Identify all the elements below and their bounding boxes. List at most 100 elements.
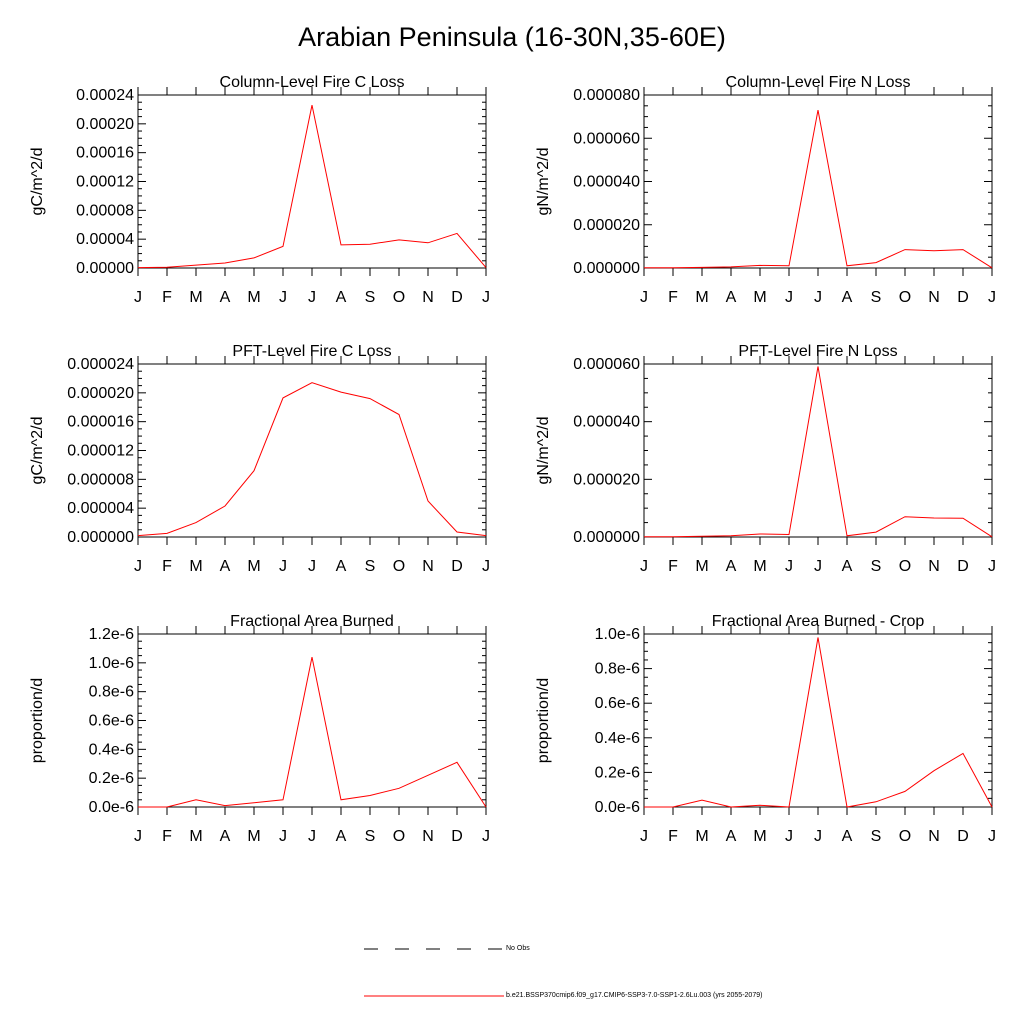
x-tick-label: J <box>482 558 490 575</box>
x-tick-label: N <box>928 558 940 575</box>
y-axis-label: gN/m^2/d <box>535 148 552 216</box>
x-tick-label: J <box>134 289 142 306</box>
y-axis-label: gC/m^2/d <box>29 148 46 216</box>
x-tick-label: S <box>365 289 376 306</box>
x-tick-label: O <box>899 289 911 306</box>
x-tick-label: F <box>162 289 172 306</box>
plot-frame <box>137 94 487 269</box>
y-axis-label: gN/m^2/d <box>535 417 552 485</box>
y-tick-label: 0.00020 <box>76 116 134 133</box>
series-line-1 <box>644 366 993 538</box>
x-tick-label: M <box>189 289 202 306</box>
chart-title: PFT-Level Fire C Loss <box>232 343 391 360</box>
y-tick-label: 0.000008 <box>67 471 134 488</box>
y-axis-label: proportion/d <box>29 678 46 763</box>
x-tick-label: M <box>695 289 708 306</box>
y-tick-label: 0.2e-6 <box>595 764 640 781</box>
y-tick-label: 0.000060 <box>573 356 640 373</box>
x-tick-label: J <box>988 289 996 306</box>
y-tick-label: 0.4e-6 <box>89 741 134 758</box>
x-tick-label: J <box>308 828 316 845</box>
x-tick-label: A <box>220 828 231 845</box>
y-tick-label: 0.00000 <box>76 260 134 277</box>
x-tick-label: A <box>726 289 737 306</box>
y-tick-label: 0.000004 <box>67 500 134 517</box>
x-tick-label: M <box>189 828 202 845</box>
y-tick-label: 0.000012 <box>67 443 134 460</box>
x-tick-label: J <box>279 828 287 845</box>
x-tick-label: F <box>162 828 172 845</box>
x-tick-label: F <box>668 558 678 575</box>
series-line-1 <box>137 382 487 537</box>
x-tick-label: M <box>189 558 202 575</box>
y-tick-label: 0.00016 <box>76 145 134 162</box>
x-tick-label: J <box>988 558 996 575</box>
x-tick-label: S <box>871 558 882 575</box>
x-tick-label: O <box>899 828 911 845</box>
x-tick-label: O <box>899 558 911 575</box>
x-tick-label: M <box>695 558 708 575</box>
y-tick-label: 0.000020 <box>573 471 640 488</box>
x-tick-label: M <box>247 289 260 306</box>
x-tick-label: J <box>279 558 287 575</box>
y-tick-label: 0.0e-6 <box>595 799 640 816</box>
x-tick-label: J <box>785 558 793 575</box>
x-tick-label: M <box>247 828 260 845</box>
x-tick-label: S <box>365 828 376 845</box>
y-tick-label: 0.6e-6 <box>595 695 640 712</box>
y-tick-label: 0.00008 <box>76 202 134 219</box>
x-tick-label: J <box>785 828 793 845</box>
x-tick-label: F <box>668 828 678 845</box>
x-tick-label: D <box>957 289 969 306</box>
y-tick-label: 0.00024 <box>76 87 134 104</box>
chart-title: PFT-Level Fire N Loss <box>738 343 897 360</box>
chart-title: Column-Level Fire N Loss <box>726 74 911 91</box>
x-tick-label: J <box>640 558 648 575</box>
y-tick-label: 0.00004 <box>76 231 134 248</box>
x-tick-label: A <box>336 828 347 845</box>
y-tick-label: 0.0e-6 <box>89 799 134 816</box>
x-tick-label: M <box>247 558 260 575</box>
x-tick-label: D <box>451 289 463 306</box>
x-tick-label: F <box>162 558 172 575</box>
chart-panel-4: PFT-Level Fire N Loss gN/m^2/d 0.000000 0.0… <box>535 343 996 575</box>
x-tick-label: D <box>451 558 463 575</box>
y-tick-label: 0.8e-6 <box>89 684 134 701</box>
x-tick-label: J <box>279 289 287 306</box>
y-tick-label: 0.4e-6 <box>595 730 640 747</box>
series-line-1 <box>138 657 487 808</box>
x-tick-label: N <box>422 289 434 306</box>
series-line-1 <box>644 637 993 808</box>
series-line-1 <box>137 104 487 269</box>
y-tick-label: 0.000024 <box>67 356 134 373</box>
legend-obs-label: No Obs <box>506 945 530 952</box>
x-tick-label: N <box>422 558 434 575</box>
x-tick-label: N <box>928 289 940 306</box>
y-tick-label: 0.000020 <box>67 385 134 402</box>
y-axis-label: proportion/d <box>535 678 552 763</box>
y-tick-label: 0.000000 <box>67 529 134 546</box>
x-tick-label: J <box>482 828 490 845</box>
x-tick-label: M <box>753 828 766 845</box>
y-tick-label: 0.000040 <box>573 174 640 191</box>
x-tick-label: A <box>842 289 853 306</box>
x-tick-label: A <box>726 558 737 575</box>
x-tick-label: J <box>814 289 822 306</box>
plot-frame <box>137 633 487 808</box>
x-tick-label: F <box>668 289 678 306</box>
x-tick-label: S <box>365 558 376 575</box>
page-title: Arabian Peninsula (16-30N,35-60E) <box>298 22 726 52</box>
x-tick-label: N <box>422 828 434 845</box>
x-tick-label: J <box>308 289 316 306</box>
plot-frame <box>643 363 993 538</box>
y-tick-label: 0.000040 <box>573 414 640 431</box>
x-tick-label: O <box>393 289 405 306</box>
x-tick-label: J <box>482 289 490 306</box>
x-tick-label: J <box>134 558 142 575</box>
x-tick-label: J <box>640 828 648 845</box>
x-tick-label: J <box>988 828 996 845</box>
y-axis-label: gC/m^2/d <box>29 417 46 485</box>
chart-panel-6: Fractional Area Burned - Crop proportion/… <box>535 613 996 845</box>
chart-panel-3: PFT-Level Fire C Loss gC/m^2/d 0.000000 0.0… <box>29 343 490 575</box>
